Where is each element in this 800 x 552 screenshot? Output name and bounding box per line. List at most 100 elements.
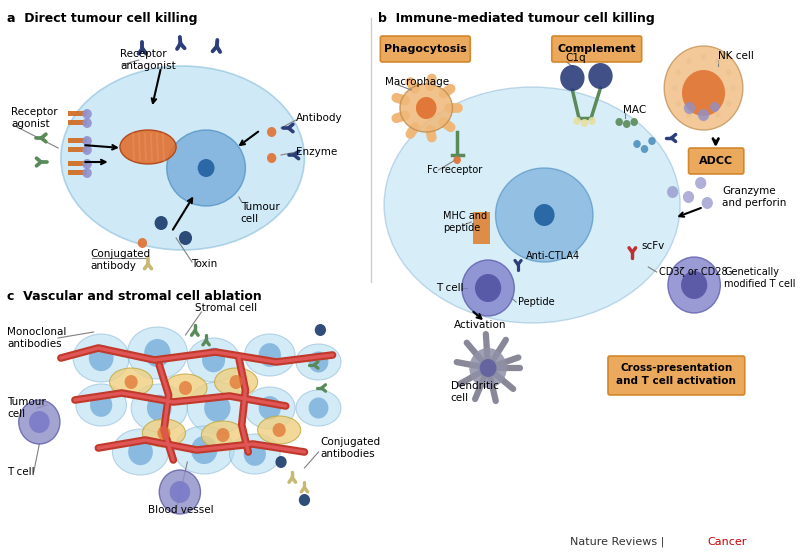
- Ellipse shape: [475, 274, 501, 302]
- Ellipse shape: [245, 387, 295, 429]
- Bar: [68, 161, 87, 166]
- Ellipse shape: [681, 271, 707, 299]
- Ellipse shape: [120, 130, 176, 164]
- Ellipse shape: [174, 426, 234, 474]
- Ellipse shape: [127, 327, 187, 379]
- Ellipse shape: [701, 54, 706, 60]
- Ellipse shape: [110, 368, 153, 396]
- Text: Receptor
antagonist: Receptor antagonist: [120, 49, 176, 71]
- FancyBboxPatch shape: [380, 36, 470, 62]
- Ellipse shape: [416, 97, 437, 119]
- Ellipse shape: [495, 168, 593, 262]
- Ellipse shape: [82, 136, 92, 146]
- Ellipse shape: [267, 153, 276, 163]
- Ellipse shape: [574, 117, 581, 125]
- Text: Conjugated
antibody: Conjugated antibody: [90, 249, 150, 271]
- Text: NK cell: NK cell: [718, 51, 754, 61]
- Bar: [68, 147, 87, 152]
- Text: Receptor
agonist: Receptor agonist: [11, 107, 58, 129]
- Ellipse shape: [204, 394, 230, 422]
- FancyBboxPatch shape: [689, 148, 744, 174]
- Ellipse shape: [245, 334, 295, 376]
- Text: b  Immune-mediated tumour cell killing: b Immune-mediated tumour cell killing: [378, 12, 654, 25]
- Text: Macrophage: Macrophage: [385, 77, 449, 87]
- Text: Conjugated
antibodies: Conjugated antibodies: [320, 437, 381, 459]
- Ellipse shape: [560, 65, 585, 91]
- Text: T cell: T cell: [437, 283, 464, 293]
- Ellipse shape: [164, 374, 207, 402]
- Ellipse shape: [299, 494, 310, 506]
- Ellipse shape: [142, 419, 186, 447]
- Bar: [68, 120, 87, 125]
- Text: Blood vessel: Blood vessel: [148, 505, 214, 515]
- Text: MHC and
peptide: MHC and peptide: [443, 211, 487, 233]
- Ellipse shape: [198, 159, 214, 177]
- Ellipse shape: [18, 400, 60, 444]
- Text: Enzyme: Enzyme: [296, 147, 338, 157]
- Ellipse shape: [267, 127, 276, 137]
- Ellipse shape: [159, 470, 201, 514]
- Ellipse shape: [273, 423, 286, 437]
- Ellipse shape: [275, 456, 286, 468]
- Text: c  Vascular and stromal cell ablation: c Vascular and stromal cell ablation: [7, 290, 262, 303]
- Ellipse shape: [309, 397, 328, 418]
- Ellipse shape: [76, 384, 126, 426]
- Ellipse shape: [144, 339, 170, 367]
- Ellipse shape: [648, 137, 656, 145]
- Ellipse shape: [400, 84, 453, 132]
- Ellipse shape: [634, 140, 641, 148]
- Text: MAC: MAC: [623, 105, 646, 115]
- Bar: [473, 212, 490, 244]
- Text: Antibody: Antibody: [296, 113, 342, 123]
- Ellipse shape: [588, 63, 613, 89]
- Ellipse shape: [534, 204, 554, 226]
- Ellipse shape: [179, 381, 192, 395]
- Text: Granzyme
and perforin: Granzyme and perforin: [722, 186, 786, 208]
- FancyBboxPatch shape: [608, 356, 745, 395]
- Text: Activation: Activation: [454, 320, 507, 330]
- Ellipse shape: [675, 70, 681, 76]
- Text: Nature Reviews |: Nature Reviews |: [570, 537, 667, 547]
- Ellipse shape: [258, 343, 281, 367]
- Ellipse shape: [73, 334, 130, 382]
- Text: Cancer: Cancer: [707, 537, 746, 547]
- Ellipse shape: [470, 348, 506, 388]
- Ellipse shape: [230, 434, 280, 474]
- Text: scFv: scFv: [642, 241, 665, 251]
- Ellipse shape: [726, 70, 731, 76]
- Ellipse shape: [187, 338, 240, 382]
- Ellipse shape: [695, 177, 706, 189]
- Text: Fc receptor: Fc receptor: [427, 165, 482, 175]
- Text: Stromal cell: Stromal cell: [195, 303, 257, 313]
- Ellipse shape: [384, 87, 680, 323]
- Ellipse shape: [170, 481, 190, 503]
- Ellipse shape: [623, 120, 630, 128]
- Ellipse shape: [462, 260, 514, 316]
- Bar: [68, 111, 87, 116]
- Ellipse shape: [296, 390, 341, 426]
- Ellipse shape: [630, 118, 638, 126]
- Ellipse shape: [715, 112, 721, 118]
- Ellipse shape: [309, 352, 328, 373]
- Ellipse shape: [480, 359, 497, 377]
- Ellipse shape: [131, 384, 187, 432]
- Text: Monoclonal
antibodies: Monoclonal antibodies: [7, 327, 67, 349]
- Ellipse shape: [89, 345, 114, 371]
- Ellipse shape: [686, 112, 692, 118]
- Ellipse shape: [244, 442, 266, 466]
- Ellipse shape: [588, 117, 596, 125]
- Ellipse shape: [258, 396, 281, 420]
- Ellipse shape: [682, 70, 725, 116]
- Ellipse shape: [154, 216, 168, 230]
- Ellipse shape: [664, 46, 743, 130]
- Ellipse shape: [138, 238, 147, 248]
- Ellipse shape: [702, 197, 713, 209]
- Ellipse shape: [675, 100, 681, 107]
- Ellipse shape: [668, 257, 720, 313]
- Ellipse shape: [202, 421, 245, 449]
- Text: Toxin: Toxin: [191, 259, 218, 269]
- Ellipse shape: [684, 102, 695, 114]
- Text: Cross-presentation: Cross-presentation: [620, 363, 733, 373]
- Text: Tumour
cell: Tumour cell: [7, 397, 46, 419]
- Bar: [68, 138, 87, 143]
